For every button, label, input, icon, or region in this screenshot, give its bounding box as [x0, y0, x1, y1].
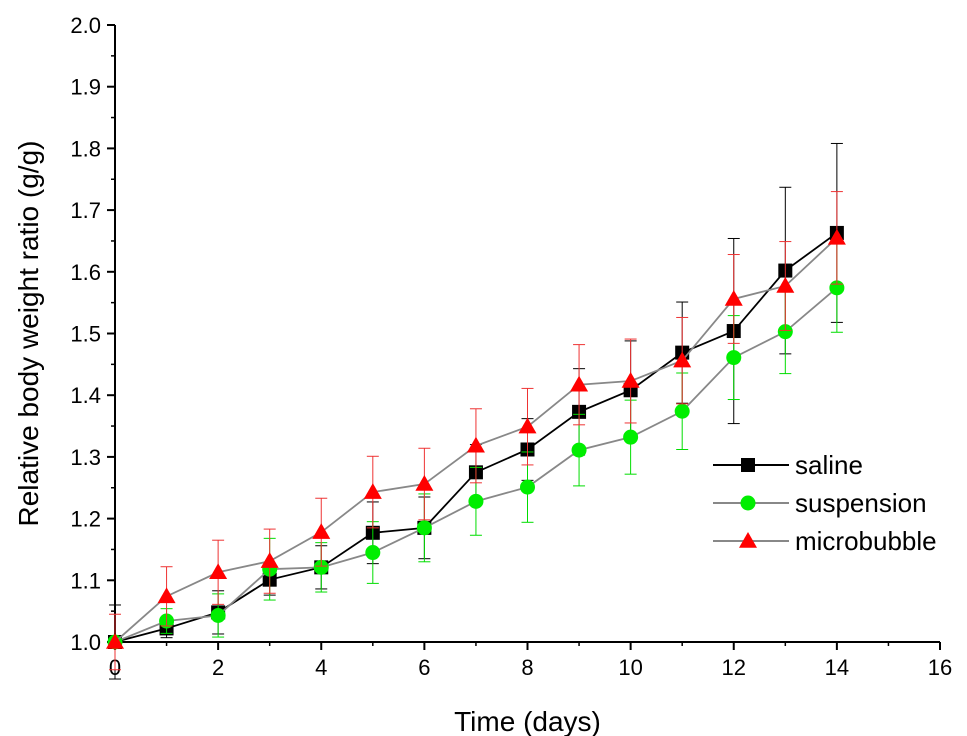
- data-point: [519, 418, 537, 434]
- y-tick-label: 1.5: [70, 322, 101, 347]
- data-point: [415, 475, 433, 491]
- data-point: [312, 523, 330, 539]
- y-tick-label: 1.4: [70, 383, 101, 408]
- legend-label: suspension: [795, 488, 927, 518]
- y-tick-label: 1.2: [70, 507, 101, 532]
- series-layer: [106, 143, 846, 679]
- x-tick-label: 14: [825, 655, 849, 680]
- data-point: [623, 430, 638, 445]
- x-axis-title: Time (days): [454, 706, 601, 736]
- data-point: [365, 545, 380, 560]
- x-tick-label: 2: [212, 655, 224, 680]
- y-tick-label: 1.8: [70, 136, 101, 161]
- data-point: [261, 552, 279, 568]
- data-point: [520, 480, 535, 495]
- y-tick-label: 1.6: [70, 260, 101, 285]
- y-tick-label: 1.0: [70, 630, 101, 655]
- data-point: [572, 443, 587, 458]
- legend-label: saline: [795, 450, 863, 480]
- x-tick-label: 10: [618, 655, 642, 680]
- y-axis-ticks: 1.0 1.1 1.2 1.3 1.4 1.5 1.6 1.7 1.8 1.9 2.0: [70, 13, 115, 655]
- legend-label: microbubble: [795, 526, 937, 556]
- data-point: [675, 404, 690, 419]
- x-tick-label: 4: [315, 655, 327, 680]
- data-point: [211, 608, 226, 623]
- x-tick-label: 12: [722, 655, 746, 680]
- y-tick-label: 1.9: [70, 75, 101, 100]
- x-axis-ticks: 0 2 4 6 8 10 12 14 16: [109, 642, 952, 680]
- y-tick-label: 1.7: [70, 198, 101, 223]
- legend-marker: [741, 458, 755, 472]
- y-tick-label: 1.3: [70, 445, 101, 470]
- x-tick-label: 16: [928, 655, 952, 680]
- x-tick-label: 8: [521, 655, 533, 680]
- y-axis-title: Relative body weight ratio (g/g): [13, 141, 44, 527]
- data-point: [417, 520, 432, 535]
- data-point: [622, 372, 640, 388]
- x-tick-label: 6: [418, 655, 430, 680]
- data-point: [726, 350, 741, 365]
- y-tick-label: 2.0: [70, 13, 101, 38]
- legend: saline suspension microbubble: [713, 450, 937, 556]
- series-microbubble: [106, 192, 846, 670]
- data-point: [158, 587, 176, 603]
- data-point: [468, 494, 483, 509]
- legend-marker: [739, 532, 757, 548]
- legend-marker: [741, 496, 756, 511]
- data-point: [467, 437, 485, 453]
- y-tick-label: 1.1: [70, 568, 101, 593]
